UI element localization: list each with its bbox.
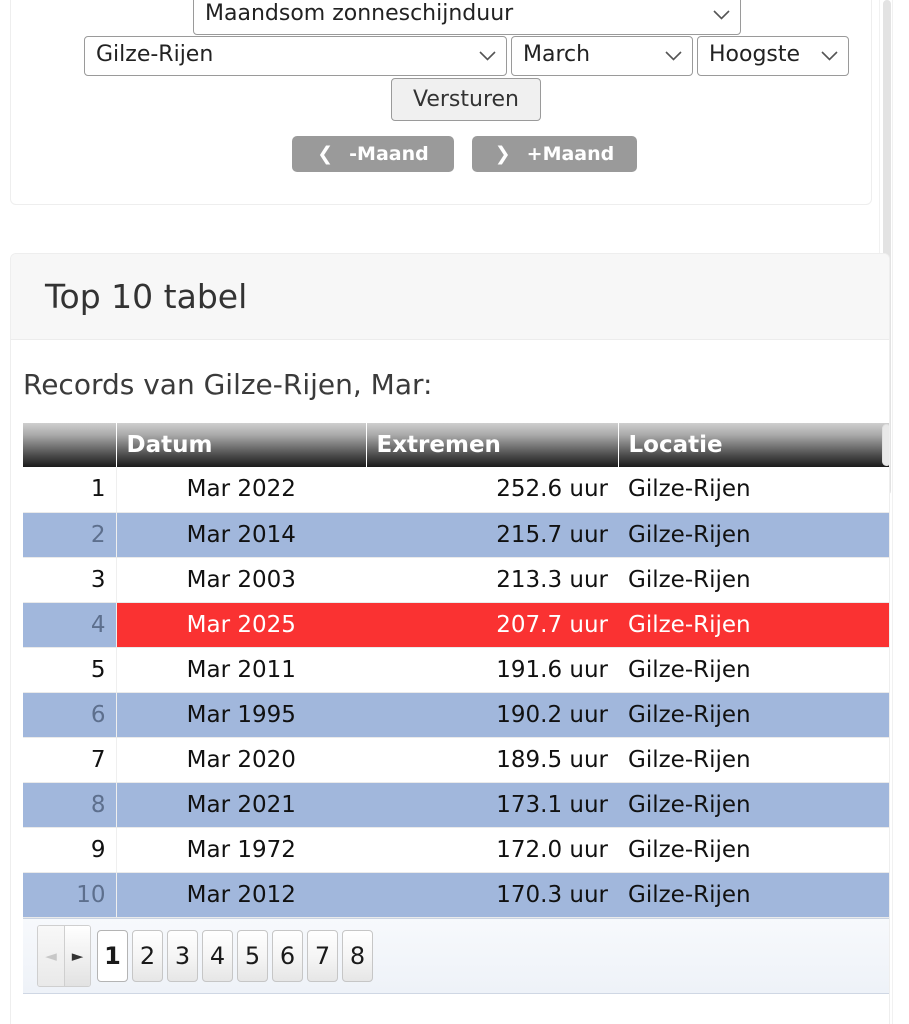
row-extreme-cell: 170.3 uur (366, 872, 618, 918)
row-location-cell: Gilze-Rijen (618, 692, 889, 738)
row-extreme-cell: 207.7 uur (366, 602, 618, 648)
order-select[interactable]: Hoogste (697, 36, 849, 76)
row-index-cell: 1 (23, 467, 117, 513)
table-row[interactable]: 1 Mar 2022 252.6 uur Gilze-Rijen (23, 467, 889, 513)
row-date-cell: Mar 1972 (116, 827, 366, 873)
row-date-cell: Mar 1995 (116, 692, 366, 738)
row-index-cell: 5 (23, 647, 117, 693)
row-location-cell: Gilze-Rijen (618, 557, 889, 603)
column-header-locatie[interactable]: Locatie (618, 423, 889, 467)
row-index-cell: 7 (23, 737, 117, 783)
table-row[interactable]: 10 Mar 2012 170.3 uur Gilze-Rijen (23, 872, 889, 918)
pagination-page-6[interactable]: 6 (272, 929, 303, 982)
pagination-page-1[interactable]: 1 (97, 929, 128, 982)
row-index-cell: 10 (23, 872, 117, 918)
records-table-head: Datum Extremen Locatie (23, 423, 889, 467)
table-row[interactable]: 9 Mar 1972 172.0 uur Gilze-Rijen (23, 827, 889, 873)
row-location-cell: Gilze-Rijen (618, 467, 889, 513)
pagination-page-4[interactable]: 4 (202, 929, 233, 982)
row-location-cell: Gilze-Rijen (618, 602, 889, 648)
results-panel: Top 10 tabel Records van Gilze-Rijen, Ma… (10, 253, 890, 1024)
table-row[interactable]: 5 Mar 2011 191.6 uur Gilze-Rijen (23, 647, 889, 693)
records-subtitle: Records van Gilze-Rijen, Mar: (23, 368, 433, 401)
column-header-datum[interactable]: Datum (116, 423, 367, 467)
table-row[interactable]: 7 Mar 2020 189.5 uur Gilze-Rijen (23, 737, 889, 783)
results-panel-body: Records van Gilze-Rijen, Mar: Datum Extr… (11, 340, 889, 994)
row-index-cell: 4 (23, 602, 117, 648)
records-table-wrapper: Datum Extremen Locatie 1 Mar 2022 252.6 uu… (11, 423, 889, 918)
pagination-page-2[interactable]: 2 (132, 929, 163, 982)
page-scrollbar-thumb[interactable] (883, 0, 891, 495)
prev-month-button[interactable]: ❮ -Maand (292, 136, 454, 172)
station-select[interactable]: Gilze-Rijen (84, 36, 507, 76)
row-extreme-cell: 213.3 uur (366, 557, 618, 603)
row-extreme-cell: 215.7 uur (366, 512, 618, 558)
column-header-extremen[interactable]: Extremen (366, 423, 619, 467)
row-extreme-cell: 191.6 uur (366, 647, 618, 693)
table-row[interactable]: 8 Mar 2021 173.1 uur Gilze-Rijen (23, 782, 889, 828)
records-header-row: Datum Extremen Locatie (23, 423, 889, 467)
row-date-cell: Mar 2020 (116, 737, 366, 783)
prev-month-label: -Maand (349, 143, 429, 165)
row-index-cell: 8 (23, 782, 117, 828)
row-extreme-cell: 189.5 uur (366, 737, 618, 783)
triangle-right-icon[interactable]: ► (64, 925, 90, 986)
measurement-type-select-wrapper: Maandsom zonneschijnduur (193, 0, 741, 35)
query-form-panel: Maandsom zonneschijnduur Gilze-Rijen Mar… (10, 0, 872, 205)
month-select[interactable]: March (511, 36, 693, 76)
row-extreme-cell: 173.1 uur (366, 782, 618, 828)
table-scrollbar-thumb[interactable] (882, 424, 889, 466)
pagination-page-3[interactable]: 3 (167, 929, 198, 982)
row-extreme-cell: 252.6 uur (366, 467, 618, 513)
row-location-cell: Gilze-Rijen (618, 872, 889, 918)
submit-button[interactable]: Versturen (391, 78, 541, 121)
chevron-right-icon: ❯ (494, 142, 511, 165)
records-table-body: 1 Mar 2022 252.6 uur Gilze-Rijen 2 Mar 2014 21… (23, 467, 889, 918)
order-select-wrapper: Hoogste (697, 36, 849, 76)
pagination-page-8[interactable]: 8 (342, 929, 373, 982)
panel-title: Top 10 tabel (45, 277, 248, 316)
row-date-cell: Mar 2014 (116, 512, 366, 558)
records-table: Datum Extremen Locatie 1 Mar 2022 252.6 uu… (23, 423, 889, 918)
row-date-cell: Mar 2012 (116, 872, 366, 918)
measurement-type-select[interactable]: Maandsom zonneschijnduur (193, 0, 741, 35)
table-row[interactable]: 4 Mar 2025 207.7 uur Gilze-Rijen (23, 602, 889, 648)
row-date-cell: Mar 2025 (116, 602, 366, 648)
row-index-cell: 3 (23, 557, 117, 603)
pagination-arrows: ◄ ► (37, 924, 91, 987)
pagination-page-7[interactable]: 7 (307, 929, 338, 982)
row-index-cell: 6 (23, 692, 117, 738)
row-extreme-cell: 172.0 uur (366, 827, 618, 873)
row-extreme-cell: 190.2 uur (366, 692, 618, 738)
table-scrollbar[interactable] (881, 423, 889, 467)
row-location-cell: Gilze-Rijen (618, 737, 889, 783)
row-location-cell: Gilze-Rijen (618, 647, 889, 693)
month-select-wrapper: March (511, 36, 693, 76)
row-date-cell: Mar 2011 (116, 647, 366, 693)
row-date-cell: Mar 2021 (116, 782, 366, 828)
next-month-button[interactable]: ❯ +Maand (472, 136, 637, 172)
table-row[interactable]: 2 Mar 2014 215.7 uur Gilze-Rijen (23, 512, 889, 558)
row-location-cell: Gilze-Rijen (618, 827, 889, 873)
table-row[interactable]: 6 Mar 1995 190.2 uur Gilze-Rijen (23, 692, 889, 738)
row-date-cell: Mar 2022 (116, 467, 366, 513)
triangle-left-icon[interactable]: ◄ (38, 925, 64, 986)
row-index-cell: 9 (23, 827, 117, 873)
row-location-cell: Gilze-Rijen (618, 782, 889, 828)
column-header-index[interactable] (23, 423, 117, 467)
row-location-cell: Gilze-Rijen (618, 512, 889, 558)
chevron-left-icon: ❮ (317, 142, 334, 165)
row-date-cell: Mar 2003 (116, 557, 366, 603)
next-month-label: +Maand (526, 143, 615, 165)
row-index-cell: 2 (23, 512, 117, 558)
station-select-wrapper: Gilze-Rijen (84, 36, 507, 76)
table-row[interactable]: 3 Mar 2003 213.3 uur Gilze-Rijen (23, 557, 889, 603)
pagination-page-5[interactable]: 5 (237, 929, 268, 982)
results-panel-header: Top 10 tabel (11, 254, 889, 340)
